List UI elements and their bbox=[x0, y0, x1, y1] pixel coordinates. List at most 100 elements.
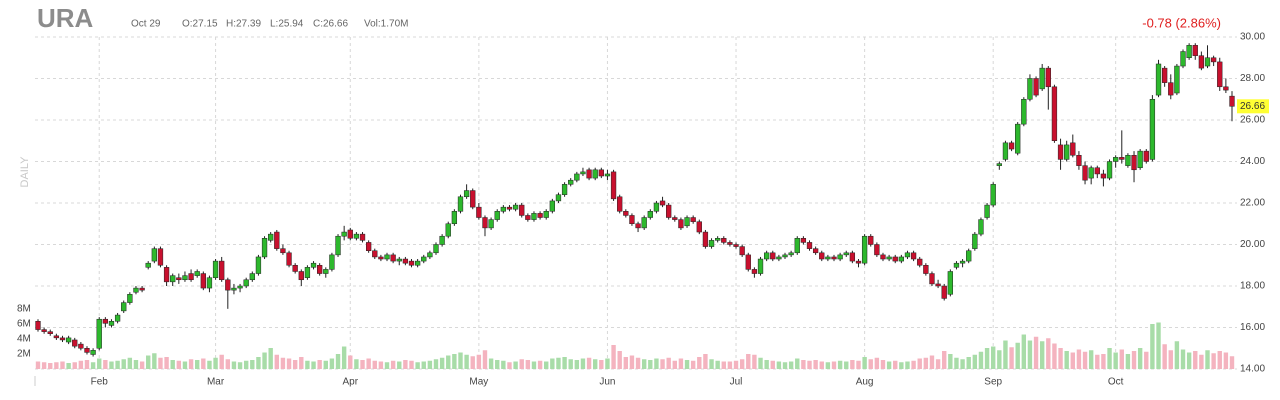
candle-body bbox=[133, 287, 139, 293]
volume-bar bbox=[495, 360, 500, 369]
y-tick-label: 16.00 bbox=[1240, 322, 1265, 333]
volume-bar bbox=[60, 361, 65, 369]
volume-bar bbox=[35, 361, 41, 369]
candle-body bbox=[843, 252, 849, 256]
candle-body bbox=[666, 204, 672, 218]
candle-body bbox=[1027, 78, 1033, 100]
candle-body bbox=[598, 169, 604, 177]
volume-bar bbox=[593, 359, 598, 369]
volume-bar bbox=[562, 357, 567, 369]
volume-bar bbox=[225, 359, 231, 369]
volume-bar bbox=[666, 357, 671, 369]
ohlc-date: Oct 29 bbox=[131, 19, 161, 30]
volume-bar bbox=[1186, 352, 1192, 369]
candle-body bbox=[1094, 167, 1100, 175]
candle-body bbox=[1149, 99, 1156, 160]
candle-body bbox=[904, 252, 911, 258]
x-tick-label: Sep bbox=[984, 377, 1002, 388]
volume-bar bbox=[78, 360, 84, 369]
candle-body bbox=[672, 217, 678, 220]
candle-body bbox=[1076, 155, 1082, 166]
candle-body bbox=[121, 302, 127, 312]
candle-body bbox=[439, 235, 445, 245]
volume-bar bbox=[917, 358, 922, 369]
candle-body bbox=[1088, 167, 1094, 179]
volume-bar bbox=[997, 350, 1002, 369]
volume-bar bbox=[531, 361, 537, 369]
volume-bar bbox=[746, 354, 751, 369]
volume-bar bbox=[103, 360, 108, 369]
volume-bar bbox=[299, 357, 304, 369]
last-price-label: 26.66 bbox=[1240, 101, 1265, 112]
candle-body bbox=[212, 260, 219, 278]
candle-body bbox=[751, 269, 758, 274]
volume-bar bbox=[127, 357, 133, 369]
candle-body bbox=[1082, 165, 1088, 181]
candle-body bbox=[1057, 144, 1064, 160]
volume-bar bbox=[672, 360, 677, 369]
candle-body bbox=[519, 204, 525, 216]
candle-body bbox=[1161, 67, 1168, 83]
volume-bar bbox=[72, 362, 77, 369]
candle-body bbox=[543, 211, 549, 218]
volume-bar bbox=[176, 360, 182, 369]
price-change: -0.78 (2.86%) bbox=[1142, 15, 1221, 30]
volume-bar bbox=[439, 357, 445, 369]
candle-body bbox=[898, 256, 905, 262]
volume-bar bbox=[850, 360, 855, 369]
volume-bar bbox=[880, 360, 886, 369]
candle-body bbox=[861, 235, 868, 264]
candle-body bbox=[341, 231, 347, 237]
volume-tick-label: 8M bbox=[17, 304, 31, 315]
candle-body bbox=[280, 248, 286, 254]
candle-body bbox=[800, 238, 807, 243]
candle-body bbox=[831, 256, 837, 260]
volume-bar bbox=[1076, 349, 1082, 369]
candle-body bbox=[623, 211, 629, 216]
candle-body bbox=[935, 283, 941, 287]
volume-bar bbox=[421, 361, 426, 369]
candle-body bbox=[206, 277, 213, 289]
candle-body bbox=[329, 254, 335, 270]
period-label: DAILY bbox=[19, 156, 31, 188]
volume-bar bbox=[219, 354, 224, 369]
candle-body bbox=[653, 202, 660, 212]
candle-body bbox=[1008, 142, 1015, 150]
volume-bar bbox=[1205, 350, 1210, 369]
volume-bar bbox=[366, 358, 371, 369]
volume-bar bbox=[109, 361, 114, 369]
volume-bar bbox=[893, 360, 898, 369]
volume-bar bbox=[758, 357, 763, 369]
candle-body bbox=[788, 252, 794, 256]
candle-body bbox=[384, 254, 390, 260]
volume-bar bbox=[311, 361, 316, 369]
candle-body bbox=[359, 233, 366, 241]
volume-bar bbox=[709, 359, 714, 369]
x-tick-label: Oct bbox=[1108, 377, 1124, 388]
volume-bar bbox=[519, 359, 524, 369]
y-tick-label: 28.00 bbox=[1240, 73, 1265, 84]
volume-bar bbox=[115, 360, 120, 369]
volume-bar bbox=[1199, 354, 1204, 369]
candle-body bbox=[102, 318, 109, 324]
volume-bar bbox=[1009, 347, 1014, 369]
volume-bar bbox=[286, 358, 292, 369]
volume-bar bbox=[819, 361, 824, 369]
volume-bar bbox=[599, 360, 604, 369]
volume-bar bbox=[360, 360, 365, 369]
volume-bar bbox=[764, 360, 769, 369]
candle-body bbox=[1119, 157, 1125, 160]
volume-bar bbox=[733, 360, 739, 369]
volume-bar bbox=[274, 354, 279, 369]
candle-body bbox=[59, 337, 66, 341]
candle-body bbox=[806, 242, 813, 249]
volume-bar bbox=[48, 363, 53, 369]
volume-bar bbox=[580, 358, 586, 369]
volume-bar bbox=[397, 361, 402, 369]
volume-bar bbox=[544, 361, 549, 369]
candle-body bbox=[635, 223, 641, 229]
candle-body bbox=[476, 206, 482, 218]
y-tick-label: 18.00 bbox=[1240, 281, 1265, 292]
candle-body bbox=[200, 273, 206, 289]
candle-body bbox=[1051, 86, 1058, 142]
